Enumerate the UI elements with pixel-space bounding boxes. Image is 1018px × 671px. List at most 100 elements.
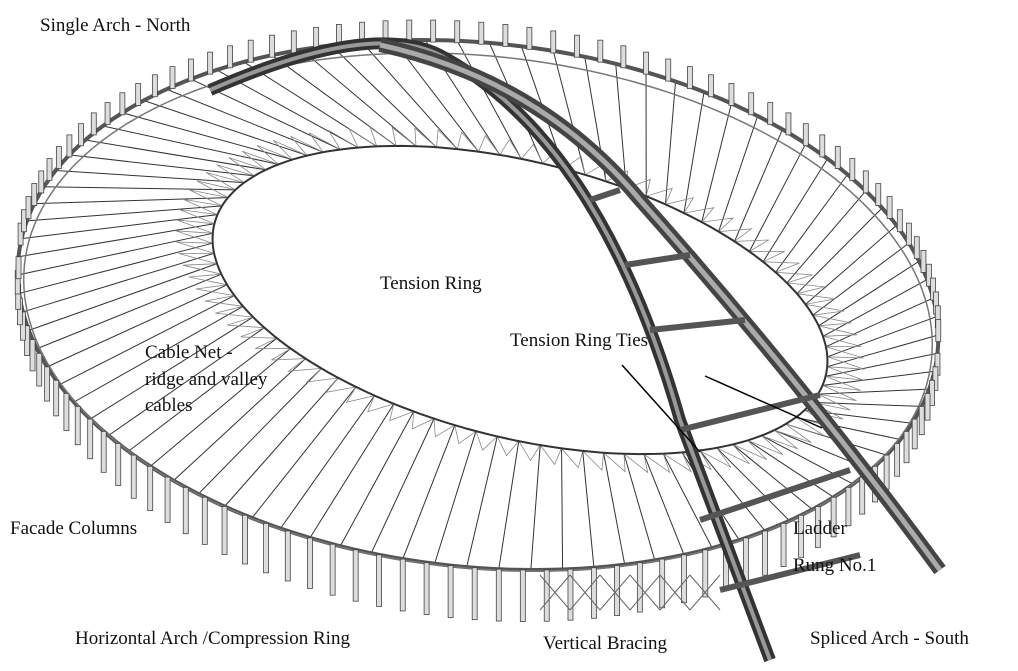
cable [340,411,413,546]
cable [818,389,929,394]
cable [167,89,324,152]
spliced-arch-south-core [380,45,940,570]
facade-column [131,455,136,498]
cable [252,387,356,518]
facade-column [54,380,59,416]
facade-column [170,67,175,89]
facade-column [912,419,917,449]
cable [44,187,236,190]
facade-column [400,559,405,611]
cable [37,274,221,349]
facade-column [32,184,37,206]
facade-column [353,550,358,601]
facade-column [188,59,193,81]
cable [702,103,732,222]
facade-column [39,171,44,193]
facade-column [936,320,941,342]
facade-column [307,538,312,589]
facade-column [520,570,525,622]
cable [531,445,540,570]
facade-column [544,570,549,621]
cable [644,454,684,555]
compression-ring [18,40,939,570]
facade-column [30,340,35,371]
cable [144,101,308,156]
facade-column [269,35,274,57]
facade-column [479,22,484,44]
facade-column [105,103,110,125]
facade-column [455,21,460,43]
ladder-rung [680,395,820,430]
facade-column [16,257,21,279]
facade-column [37,353,42,386]
label: Ladder Rung No.1 [793,518,876,576]
facade-column [424,563,429,615]
cable [562,448,563,569]
cable [749,144,805,252]
cable [435,431,476,564]
facade-column [708,75,713,97]
cable [34,198,228,204]
ladder-rung [625,255,690,265]
facade-column [148,466,153,510]
cable [56,171,245,183]
facade-column [925,393,930,420]
label-line: cables [145,395,192,416]
facade-column [850,159,855,181]
label-line: ridge and valley [145,369,268,390]
cable [301,50,416,147]
facade-column [574,35,579,57]
cable [819,261,919,326]
facade-column [598,40,603,62]
facade-column [472,568,477,620]
facade-column [75,406,80,444]
cable [499,441,519,569]
label: Horizontal Arch /Compression Ring [75,628,350,649]
facade-column [101,431,106,472]
cable [583,451,594,568]
structure-diagram: Single Arch - North Tension Ring Tension… [0,0,1018,671]
facade-column [666,59,671,81]
facade-column [79,124,84,146]
facade-column [431,20,436,42]
facade-column [786,113,791,135]
facade-column [264,523,269,572]
cable [371,419,434,554]
cable [467,436,498,567]
cable [734,129,782,241]
label-line: Cable Net - [145,342,233,363]
facade-column [330,544,335,595]
facade-column [45,367,50,401]
facade-column [407,20,412,42]
facade-column [496,569,501,621]
facade-column [876,184,881,206]
label: Tension Ring [380,273,482,294]
facade-column [183,487,188,533]
cable [796,417,901,439]
facade-column [860,477,865,514]
facade-column [202,497,207,544]
facade-column [165,477,170,522]
cable [776,175,848,273]
facade-column [88,419,93,459]
facade-column [591,568,596,619]
label-line: Ladder [793,518,847,539]
facade-column [621,46,626,68]
facade-column [64,393,69,430]
cable [403,425,455,559]
cable [19,224,215,257]
label: Spliced Arch - South [810,628,969,649]
facade-column [660,559,665,608]
facade-column [835,147,840,169]
facade-column [884,455,889,489]
facade-column [208,52,213,74]
cable [27,206,222,221]
facade-column [503,24,508,46]
facade-column [377,555,382,607]
label: Vertical Bracing [543,633,667,654]
ladder-rung [700,470,850,520]
compression-ring-inner [24,53,933,571]
facade-column [26,197,31,219]
facade-column [749,93,754,115]
facade-column [887,197,892,219]
